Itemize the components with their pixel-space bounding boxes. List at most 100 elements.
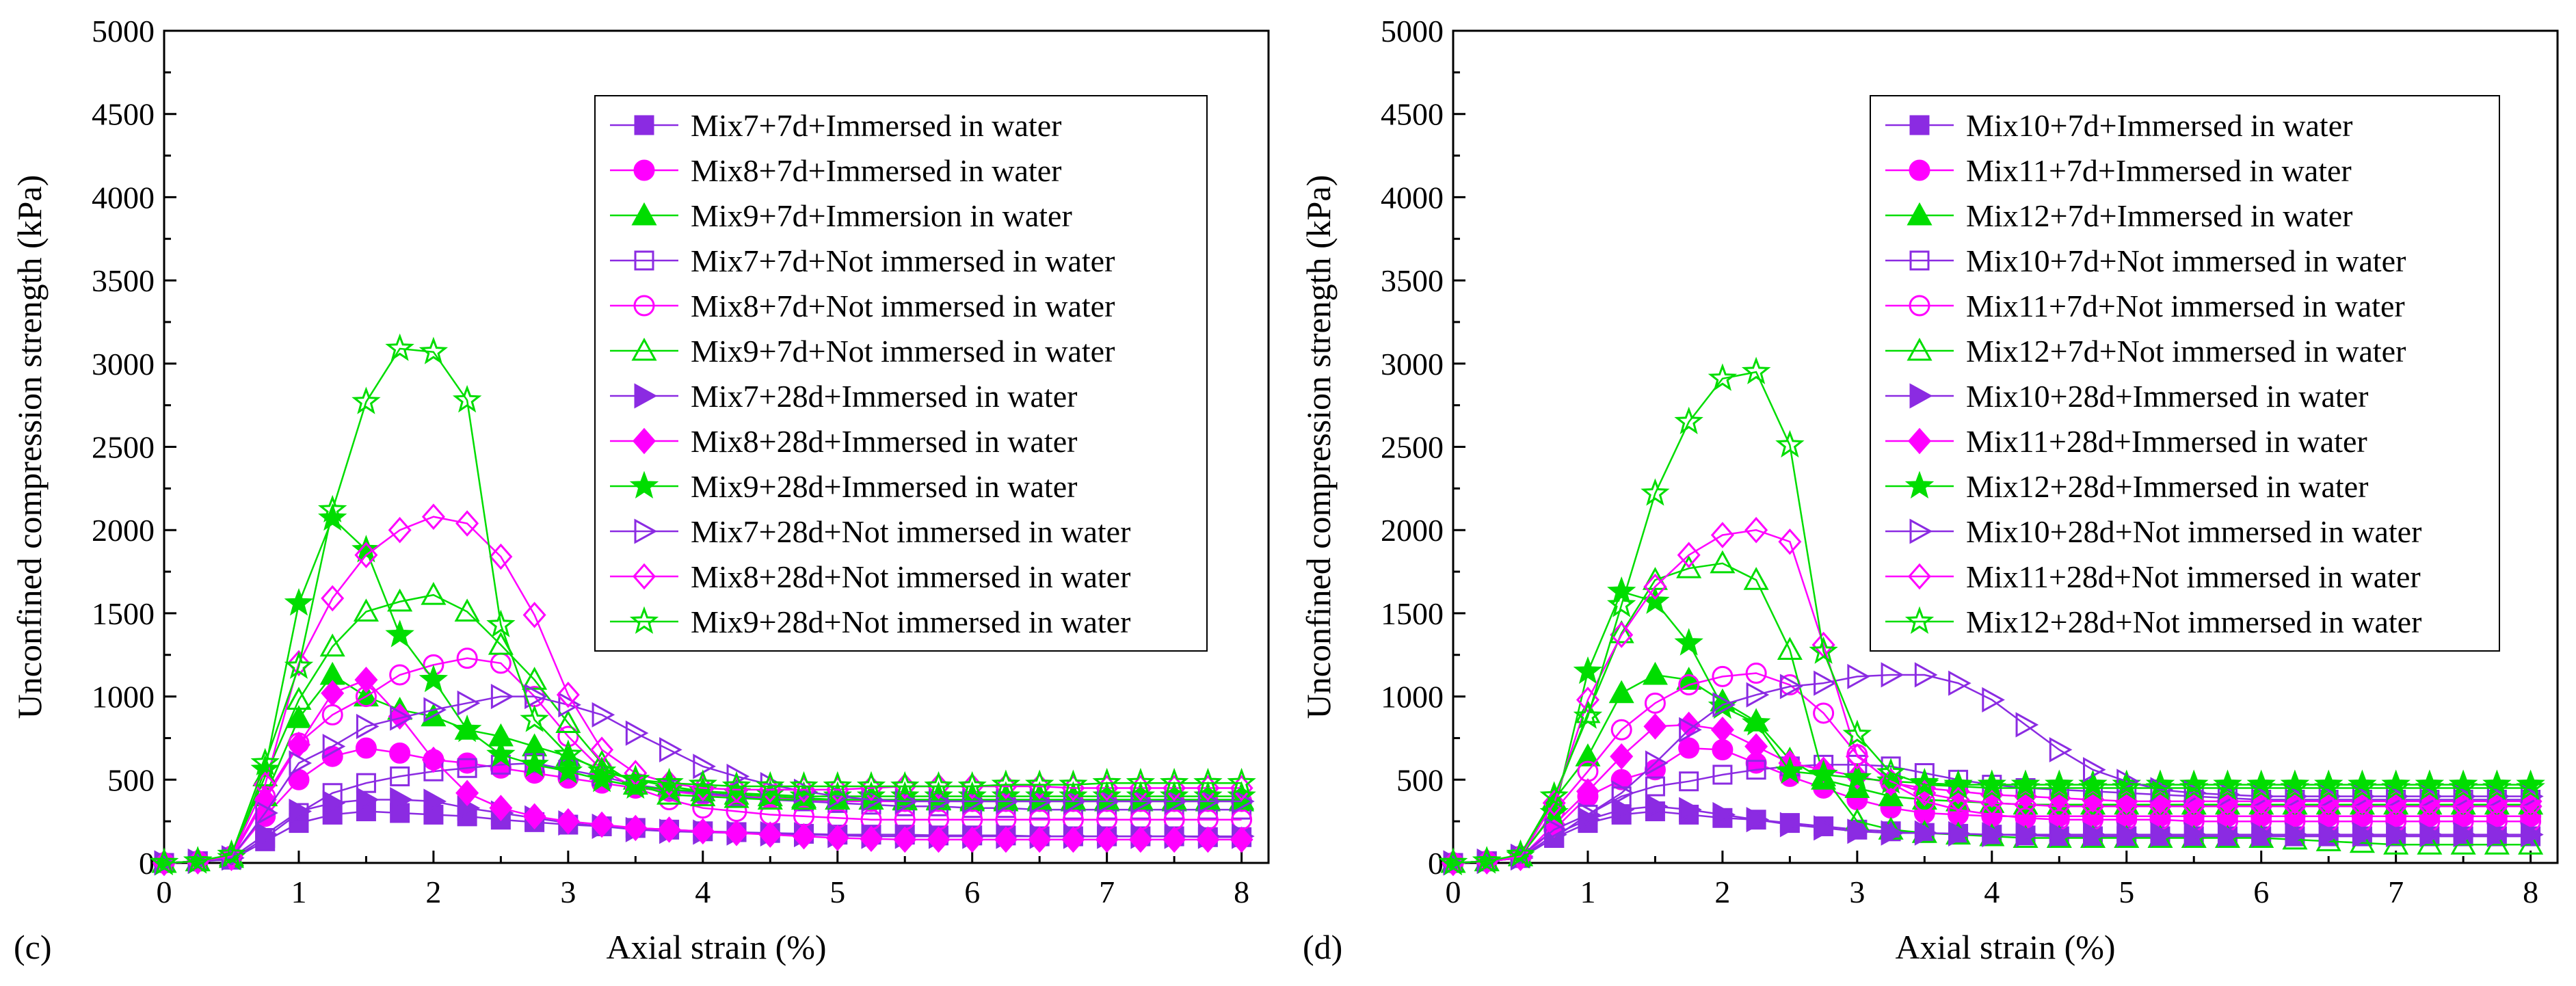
data-point (825, 825, 849, 851)
legend-marker (629, 470, 659, 499)
y-tick-label: 500 (107, 762, 155, 797)
legend-item: Mix8+28d+Not immersed in water (610, 559, 1130, 594)
y-tick-label: 1000 (1381, 680, 1444, 715)
data-point (2318, 822, 2342, 848)
legend-label: Mix10+7d+Not immersed in water (1966, 243, 2406, 278)
x-tick-label: 5 (829, 875, 845, 909)
legend-marker (1909, 250, 1930, 271)
data-point (2452, 792, 2475, 820)
data-point (1712, 738, 1734, 760)
data-point (452, 385, 482, 413)
data-point (2145, 773, 2175, 801)
y-tick-label: 2000 (92, 513, 155, 548)
data-point (388, 516, 412, 544)
data-point (2114, 792, 2138, 820)
y-tick-label: 4000 (1381, 180, 1444, 215)
data-point (286, 687, 312, 710)
data-point (1193, 767, 1223, 796)
data-point (1645, 750, 1669, 776)
data-point (1610, 719, 1632, 741)
data-point (2179, 769, 2209, 797)
data-point (2049, 736, 2073, 763)
data-point (490, 684, 514, 710)
panel-label: (c) (14, 928, 52, 966)
data-point (2521, 784, 2544, 810)
data-point (659, 736, 682, 763)
data-point (1712, 665, 1734, 687)
legend-label: Mix12+7d+Immersed in water (1966, 198, 2352, 233)
legend-label: Mix11+7d+Not immersed in water (1966, 289, 2405, 323)
data-point (1159, 767, 1189, 796)
data-point (2249, 792, 2273, 820)
data-point (387, 588, 413, 612)
data-point (389, 664, 411, 686)
data-point (452, 715, 482, 743)
legend-label: Mix7+7d+Not immersed in water (691, 243, 1115, 278)
data-point (1744, 733, 1768, 760)
data-point (1746, 682, 1770, 708)
legend-label: Mix7+28d+Immersed in water (691, 379, 1077, 414)
y-tick-label: 1000 (92, 680, 155, 715)
data-point (2150, 822, 2174, 848)
data-point (1710, 550, 1736, 574)
data-point (149, 847, 179, 876)
data-point (457, 758, 477, 778)
legend-marker (634, 250, 654, 271)
data-point (1881, 820, 1904, 846)
data-point (1712, 692, 1736, 718)
data-point (217, 839, 246, 867)
legend-item: Mix9+7d+Immersion in water (610, 198, 1072, 233)
data-point (419, 665, 449, 693)
data-point (1539, 781, 1569, 809)
data-point (2047, 792, 2071, 820)
data-point (321, 585, 345, 612)
data-point (2148, 792, 2172, 820)
legend-label: Mix9+28d+Immersed in water (691, 469, 1077, 504)
data-point (356, 786, 380, 813)
data-point (654, 767, 684, 796)
data-point (489, 543, 513, 570)
legend-label: Mix11+28d+Not immersed in water (1966, 559, 2421, 594)
data-point (1575, 743, 1601, 767)
data-point (859, 825, 883, 852)
data-point (1092, 767, 1121, 796)
x-tick-label: 2 (1714, 875, 1730, 909)
legend-marker (632, 427, 656, 455)
data-point (1980, 790, 2004, 816)
data-point (2448, 773, 2478, 801)
data-point (2314, 773, 2343, 801)
data-point (1982, 687, 2005, 713)
series-line (163, 516, 1242, 864)
data-point (1576, 778, 1599, 805)
x-tick-label: 6 (2253, 875, 2269, 909)
legend-marker (631, 202, 657, 226)
data-point (1641, 586, 1670, 614)
legend-marker (1904, 470, 1935, 499)
data-point (2015, 822, 2039, 848)
x-tick-label: 3 (1849, 875, 1865, 909)
legend-label: Mix10+28d+Immersed in water (1966, 379, 2368, 414)
data-point (592, 702, 615, 728)
data-point (385, 333, 414, 361)
legend-label: Mix9+28d+Not immersed in water (691, 604, 1130, 639)
data-point (1643, 573, 1667, 600)
data-point (319, 633, 345, 657)
data-point (2318, 784, 2342, 810)
data-point (2014, 791, 2038, 818)
data-point (486, 609, 516, 637)
data-point (488, 632, 514, 655)
legend-marker (634, 383, 658, 409)
data-point (2486, 784, 2510, 810)
data-point (2010, 773, 2041, 801)
data-point (1876, 766, 1906, 794)
data-point (1643, 713, 1667, 740)
data-point (1679, 797, 1702, 823)
data-point (2283, 792, 2307, 820)
data-point (2285, 822, 2309, 848)
series-11 (149, 333, 1256, 876)
x-tick-label: 3 (560, 875, 576, 909)
legend-marker (1907, 563, 1932, 590)
legend: Mix10+7d+Immersed in water Mix11+7d+Immer… (1870, 95, 2500, 652)
data-point (289, 799, 313, 825)
data-point (2519, 792, 2542, 820)
